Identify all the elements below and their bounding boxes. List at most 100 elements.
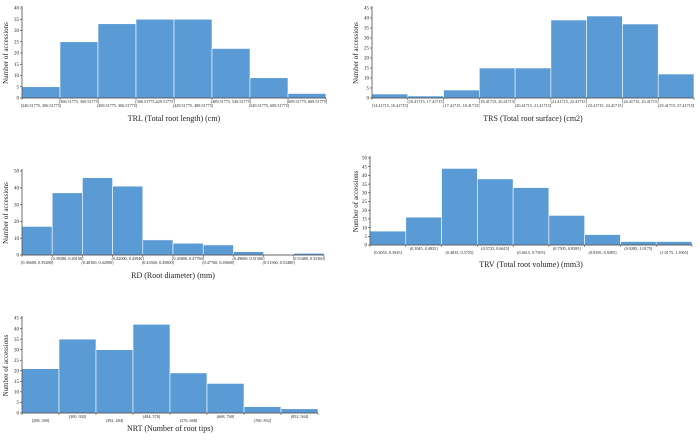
trs-bar <box>586 15 623 99</box>
trs-bar <box>657 73 695 99</box>
rd-y-tick-label: 10 <box>14 237 20 242</box>
rd-bar <box>112 185 144 256</box>
trs-x-axis-label: TRS (Total root surface) (cm2) <box>483 114 583 123</box>
trv-y-tick-label: 25 <box>362 200 368 205</box>
nrt-bar <box>58 338 97 414</box>
rd-category-label: (0.49600, 0.51560] <box>232 256 265 262</box>
nrt-category-label: (852, 944] <box>291 414 309 420</box>
rd-y-tick-label: 0 <box>17 254 20 259</box>
trl-bar <box>173 18 213 99</box>
rd-y-tick-label: 40 <box>14 187 20 192</box>
rd-category-label: (0.40100, 0.42000] <box>81 260 114 266</box>
trv-category-label: (0.5725, 0.6615] <box>481 246 510 252</box>
rd-bar <box>82 177 113 256</box>
nrt-y-tick-label: 0 <box>17 412 20 417</box>
trv-bar <box>369 230 407 246</box>
trl-y-tick-label: 10 <box>14 74 20 79</box>
trv-y-tick-label: 10 <box>362 226 368 231</box>
rd-category-label: (0.51560, 0.53480] <box>263 260 296 266</box>
nrt-category-label: (668, 760] <box>217 414 235 420</box>
trv-bar <box>655 241 693 246</box>
trs-y-tick-label: 25 <box>364 47 370 52</box>
trv-bar <box>620 241 657 246</box>
nrt-category-label: (576, 668] <box>180 418 198 424</box>
rd-y-tick-label: 20 <box>14 220 20 225</box>
rd-bar <box>51 192 83 256</box>
trv-bar <box>548 215 585 246</box>
rd-y-axis-label: Number of accessions <box>2 182 10 244</box>
trl-bar <box>211 48 251 99</box>
trl-category-label: (429.51775, 489.51775] <box>173 103 214 109</box>
trl-bar <box>135 18 175 99</box>
rd-x-axis-label: RD (Root diameter) (mm) <box>131 271 215 280</box>
trv-y-tick-label: 40 <box>362 174 368 179</box>
trl-bar <box>21 86 61 99</box>
nrt-histogram-panel: 0 5 10 15 20 25 30 35 40 45 [208, 300] (300, 392] (3… <box>0 310 350 438</box>
trl-y-tick-label: 25 <box>14 40 20 45</box>
trl-bar <box>249 77 289 99</box>
nrt-bar <box>280 408 319 414</box>
nrt-category-label: [208, 300] <box>32 418 50 424</box>
trv-y-tick-label: 0 <box>365 244 368 249</box>
nrt-y-tick-label: 30 <box>14 348 20 353</box>
trs-bar <box>514 67 552 99</box>
trl-y-tick-label: 35 <box>14 18 20 23</box>
trv-category-label: (0.9285, 1.0175] <box>624 246 653 252</box>
rd-category-label: (0.42000, 0.43940] <box>112 256 145 262</box>
nrt-y-tick-label: 40 <box>14 327 20 332</box>
trv-y-tick-label: 45 <box>362 165 368 170</box>
trl-y-tick-label: 20 <box>14 52 20 57</box>
nrt-bar <box>243 406 282 414</box>
trs-category-label: [14.41715, 16.41715] <box>372 103 409 109</box>
trv-y-tick-label: 20 <box>362 209 368 214</box>
trs-category-label: (25.41715, 27.41715] <box>658 103 695 109</box>
trl-y-tick-label: 0 <box>17 97 20 102</box>
trs-category-label: (16.41715, 17.41715] <box>408 99 445 105</box>
trs-bar <box>622 23 659 99</box>
nrt-y-tick-label: 35 <box>14 338 20 343</box>
nrt-y-tick-label: 45 <box>14 317 20 322</box>
trv-category-label: (0.7505, 0.8395] <box>553 246 582 252</box>
trs-y-tick-label: 0 <box>367 97 370 102</box>
trs-histogram-panel: 0 5 10 15 20 25 30 35 40 45 [14.41715, 16.41715] (1… <box>350 0 700 145</box>
trs-bar <box>550 19 587 99</box>
trl-category-label: (549.51775, 609.51775] <box>249 103 290 109</box>
nrt-y-tick-label: 5 <box>17 401 20 406</box>
trs-bar <box>443 89 480 99</box>
trs-category-label: (18.41715, 20.41715] <box>479 99 516 105</box>
trl-category-label: (306.51775,429.51775] <box>135 99 175 105</box>
trv-y-axis-label: Number of accessions <box>352 170 360 232</box>
trl-bar <box>287 93 327 99</box>
rd-bar <box>202 244 234 256</box>
trv-x-axis-label: TRV (Total root volume) (mm3) <box>479 260 583 269</box>
rd-category-label: (0.53480, 0.55360] <box>293 256 326 262</box>
trl-category-label: (489.51775, 549.51775] <box>211 99 252 105</box>
trs-category-label: (20.41715, 21.41715] <box>515 103 552 109</box>
nrt-bar <box>21 368 60 414</box>
trl-category-label: (306.51775, 369.51775] <box>59 99 100 105</box>
trv-y-tick-label: 30 <box>362 192 368 197</box>
trs-y-tick-label: 10 <box>364 77 370 82</box>
rd-category-label: [0.36600, 0.39280] <box>21 260 54 266</box>
trs-y-tick-label: 30 <box>364 37 370 42</box>
trs-category-label: (23.41715, 24.41715] <box>586 103 623 109</box>
trv-bar <box>512 187 550 246</box>
rd-bar <box>142 239 174 256</box>
trs-category-label: (21.41715, 23.41715] <box>551 99 588 105</box>
trv-category-label: (0.6615, 0.7505] <box>517 250 546 256</box>
trs-y-tick-label: 5 <box>367 87 370 92</box>
trs-y-tick-label: 45 <box>364 7 370 12</box>
trv-y-tick-label: 50 <box>362 157 368 162</box>
nrt-bar <box>95 349 134 414</box>
trl-y-tick-label: 15 <box>14 63 20 68</box>
nrt-y-tick-label: 20 <box>14 369 20 374</box>
trl-y-tick-label: 5 <box>17 85 20 90</box>
rd-bar <box>233 251 264 256</box>
rd-category-label: (0.47760, 0.49600] <box>202 260 235 266</box>
rd-histogram: 0 10 20 30 40 50 [0.36600, 0.39280](0.39280, 0… <box>2 169 326 280</box>
nrt-category-label: (760, 852] <box>254 418 272 424</box>
trl-category-label: (369.51775, 306.51775] <box>97 103 138 109</box>
trs-y-tick-label: 35 <box>364 27 370 32</box>
nrt-histogram: 0 5 10 15 20 25 30 35 40 45 [208, 300] (300, 392] (3… <box>2 316 319 433</box>
